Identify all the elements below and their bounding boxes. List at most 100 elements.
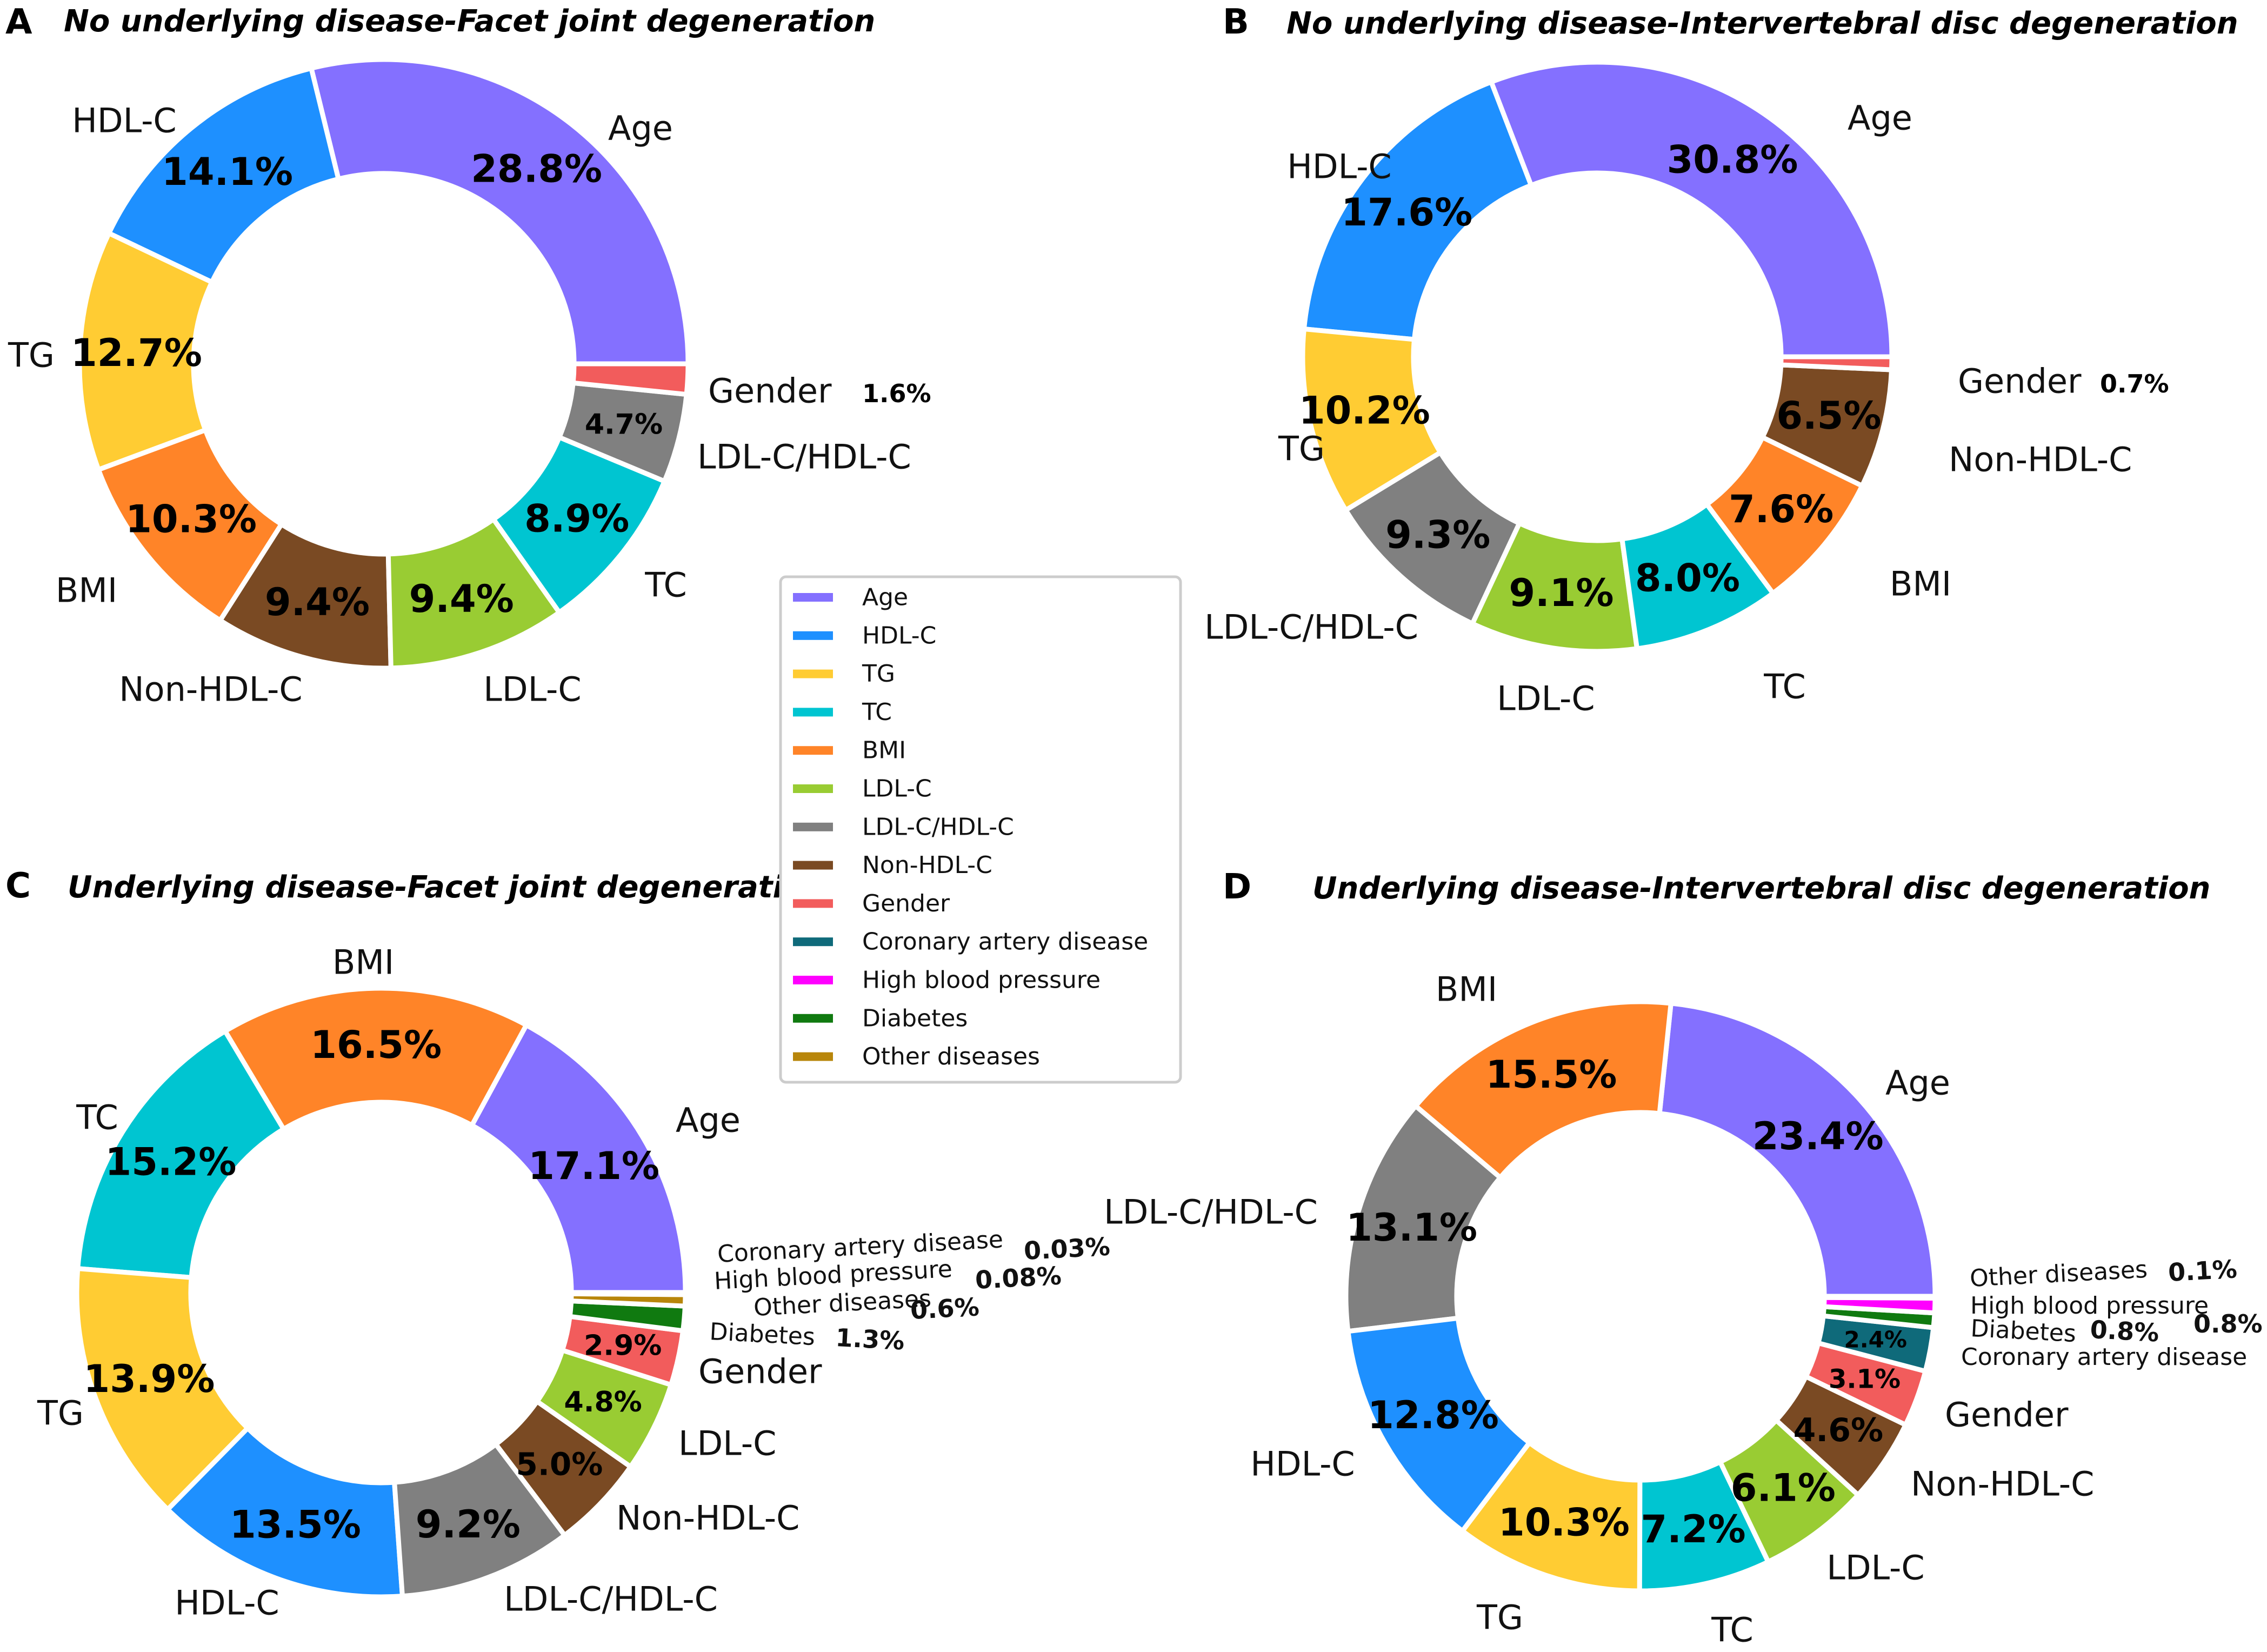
panel-a-pct-hdl-c: 14.1% bbox=[162, 150, 293, 194]
panel-c-slice-hdl-c bbox=[164, 1424, 405, 1600]
panel-b-label-bmi: BMI bbox=[1890, 564, 1951, 604]
panel-b-pct-tc: 8.0% bbox=[1635, 556, 1740, 600]
legend-label-diabetes: Diabetes bbox=[862, 1004, 968, 1032]
panel-a-pct-non-hdl-c: 9.4% bbox=[265, 580, 370, 624]
legend-label-coronary-artery-disease: Coronary artery disease bbox=[862, 928, 1148, 956]
panel-d-letter: D bbox=[1223, 867, 1251, 907]
panel-d-label-diabetes: Diabetes bbox=[1970, 1315, 2077, 1348]
legend-swatch-ldl-c bbox=[793, 784, 833, 793]
panel-d-pct-ldl-c-hdl-c: 13.1% bbox=[1346, 1205, 1477, 1250]
panel-d-pct-hdl-c: 12.8% bbox=[1368, 1393, 1499, 1437]
panel-d-label-tg: TG bbox=[1476, 1598, 1523, 1637]
legend-label-bmi: BMI bbox=[862, 737, 906, 764]
panel-c-label-ldl-c: LDL-C bbox=[678, 1424, 776, 1463]
panel-c-pct-tg: 13.9% bbox=[84, 1357, 215, 1401]
legend-swatch-tc bbox=[793, 708, 833, 717]
panel-c-label-tg: TG bbox=[37, 1394, 84, 1433]
panel-b-label-ldl-c: LDL-C bbox=[1497, 679, 1595, 718]
panel-a-pct-ldl-c-hdl-c: 4.7% bbox=[585, 409, 663, 441]
panel-b-slice-age bbox=[1488, 59, 1895, 359]
panel-a-label-gender: Gender bbox=[708, 371, 832, 411]
panel-c-slice-tg bbox=[74, 1265, 251, 1513]
panel-a-label-non-hdl-c: Non-HDL-C bbox=[119, 670, 302, 709]
panel-d-label-non-hdl-c: Non-HDL-C bbox=[1911, 1464, 2094, 1504]
panel-b-pct-hdl-c: 17.6% bbox=[1341, 190, 1472, 235]
legend-entries: Age HDL-C TG TC BMI LDL-C LDL-C/HDL-C Non-HDL-C… bbox=[793, 584, 1148, 1070]
panel-d-title: Underlying disease-Intervertebral disc d… bbox=[1312, 871, 2210, 906]
panel-c-pct-bmi: 16.5% bbox=[310, 1023, 442, 1067]
panel-b-label-hdl-c: HDL-C bbox=[1287, 147, 1391, 186]
legend-swatch-diabetes bbox=[793, 1014, 833, 1023]
panel-d-label-hdl-c: HDL-C bbox=[1250, 1444, 1355, 1484]
panel-d-pct-age: 23.4% bbox=[1752, 1114, 1884, 1158]
panel-a-pct-tc: 8.9% bbox=[524, 497, 629, 541]
panel-a-title: No underlying disease-Facet joint degene… bbox=[64, 4, 875, 39]
legend-label-gender: Gender bbox=[862, 890, 950, 917]
panel-a-slice-tg bbox=[77, 230, 216, 473]
panel-c-pct-high-blood-pressure: 0.08% bbox=[975, 1261, 1062, 1295]
panel-a-slice-gender bbox=[570, 361, 691, 397]
panel-a-label-tg: TG bbox=[8, 336, 55, 375]
panel-d-slice-hdl-c bbox=[1345, 1315, 1533, 1535]
panel-d-label-bmi: BMI bbox=[1436, 970, 1497, 1009]
panel-a-label-ldl-c-hdl-c: LDL-C/HDL-C bbox=[697, 437, 911, 477]
panel-b-pct-bmi: 7.6% bbox=[1729, 487, 1833, 531]
panel-d-label-high-blood-pressure: High blood pressure bbox=[1970, 1292, 2209, 1320]
panel-d-slice-age bbox=[1657, 1000, 1938, 1299]
panel-a-pct-bmi: 10.3% bbox=[125, 497, 257, 542]
legend-swatch-age bbox=[793, 593, 833, 602]
panel-b-label-age: Age bbox=[1848, 98, 1912, 138]
legend-frame bbox=[779, 575, 1182, 1084]
legend-label-tg: TG bbox=[862, 660, 895, 688]
panel-c-pct-coronary-artery-disease: 0.03% bbox=[1023, 1232, 1111, 1265]
panel-c-label-diabetes: Diabetes bbox=[709, 1318, 816, 1351]
panel-b-label-tg: TG bbox=[1278, 429, 1325, 469]
legend-swatch-other-diseases bbox=[793, 1052, 833, 1061]
panel-c-pct-hdl-c: 13.5% bbox=[230, 1503, 361, 1547]
panel-b-pct-tg: 10.2% bbox=[1299, 388, 1430, 432]
panel-c-label-non-hdl-c: Non-HDL-C bbox=[616, 1498, 799, 1538]
legend-swatch-ldl-c-hdl-c bbox=[793, 822, 833, 831]
panel-d-pct-diabetes: 0.8% bbox=[2089, 1315, 2159, 1348]
panel-c-slice-tc bbox=[75, 1028, 287, 1281]
panel-b-slice-hdl-c bbox=[1301, 78, 1535, 342]
panel-d-label-age: Age bbox=[1885, 1063, 1950, 1103]
legend-label-high-blood-pressure: High blood pressure bbox=[862, 967, 1101, 994]
panel-c-label-age: Age bbox=[676, 1101, 741, 1140]
panel-d-label-other-diseases: Other diseases bbox=[1969, 1256, 2148, 1293]
panel-b-pct-ldl-c-hdl-c: 9.3% bbox=[1385, 512, 1490, 557]
panel-a-label-tc: TC bbox=[644, 565, 687, 605]
panel-c-slice-age bbox=[468, 1022, 688, 1295]
panel-a-slice-hdl-c bbox=[105, 65, 342, 285]
panel-b-label-tc: TC bbox=[1763, 667, 1806, 707]
panel-c-label-gender: Gender bbox=[698, 1352, 822, 1391]
panel-a-label-bmi: BMI bbox=[56, 571, 117, 610]
panel-c-pct-ldl-c: 4.8% bbox=[564, 1386, 642, 1418]
panel-a-slice-age bbox=[308, 57, 691, 367]
legend-swatch-gender bbox=[793, 899, 833, 908]
panel-d-pct-high-blood-pressure: 0.8% bbox=[2193, 1309, 2263, 1338]
panel-b-pct-ldl-c: 9.1% bbox=[1509, 571, 1613, 615]
legend-label-other-diseases: Other diseases bbox=[862, 1043, 1040, 1070]
panel-d-label-ldl-c-hdl-c: LDL-C/HDL-C bbox=[1104, 1193, 1318, 1232]
panel-c-label-bmi: BMI bbox=[332, 943, 394, 982]
legend: Age HDL-C TG TC BMI LDL-C LDL-C/HDL-C Non-HDL-C… bbox=[779, 575, 1182, 1084]
panel-b-label-non-hdl-c: Non-HDL-C bbox=[1949, 440, 2132, 479]
legend-swatch-coronary-artery-disease bbox=[793, 937, 833, 947]
panel-c-pct-other-diseases: 0.6% bbox=[910, 1292, 980, 1325]
legend-label-age: Age bbox=[862, 584, 908, 611]
panel-c-label-hdl-c: HDL-C bbox=[175, 1583, 279, 1623]
panel-b-pct-non-hdl-c: 6.5% bbox=[1776, 394, 1881, 438]
legend-label-hdl-c: HDL-C bbox=[862, 622, 936, 649]
legend-swatch-tg bbox=[793, 669, 833, 678]
panel-c-pct-non-hdl-c: 5.0% bbox=[516, 1446, 603, 1483]
panel-c-pct-diabetes: 1.3% bbox=[835, 1323, 905, 1356]
panel-b-slice-gender bbox=[1778, 354, 1895, 372]
legend-swatch-hdl-c bbox=[793, 631, 833, 640]
panel-d-label-tc: TC bbox=[1711, 1610, 1753, 1650]
panel-d-pct-bmi: 15.5% bbox=[1486, 1053, 1617, 1097]
legend-label-tc: TC bbox=[862, 698, 892, 726]
panel-d-slice-other-diseases bbox=[1822, 1294, 1938, 1301]
panel-b-label-ldl-c-hdl-c: LDL-C/HDL-C bbox=[1204, 608, 1418, 647]
